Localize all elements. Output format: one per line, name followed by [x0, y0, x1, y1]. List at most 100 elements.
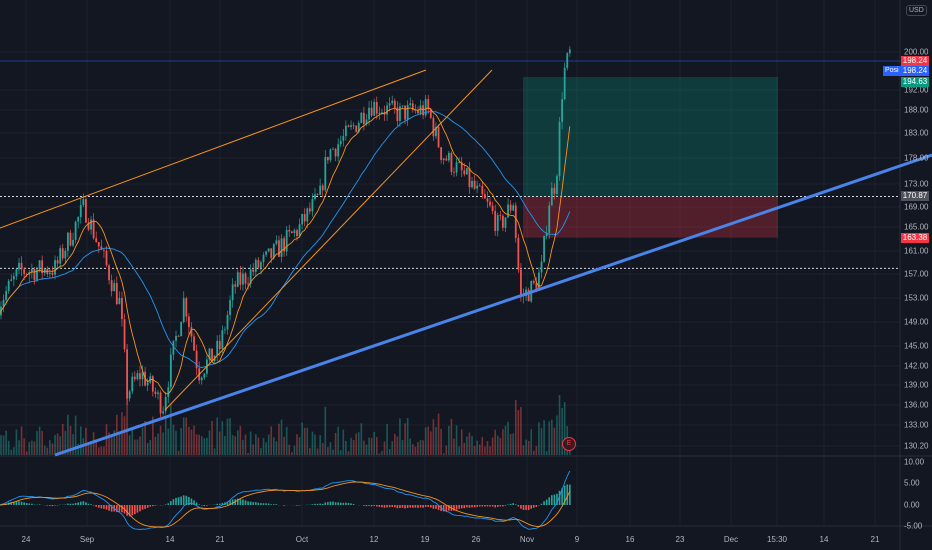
histogram-bar: [177, 497, 180, 505]
volume-bar: [273, 437, 275, 455]
candle-body: [561, 99, 564, 122]
histogram-bar: [391, 505, 394, 507]
candle-body: [203, 373, 206, 378]
volume-bar: [54, 434, 56, 455]
candle-body: [262, 254, 265, 263]
volume-bar: [41, 431, 43, 455]
histogram-bar: [139, 505, 141, 512]
volume-bar: [517, 410, 520, 455]
volume-bar: [103, 446, 105, 455]
histogram-bar: [448, 505, 450, 511]
histogram-bar: [74, 502, 77, 505]
volume-bar: [360, 423, 363, 455]
candle-body: [123, 319, 126, 350]
volume-bar: [118, 433, 121, 455]
volume-bar: [375, 437, 378, 455]
volume-bar: [213, 448, 216, 455]
volume-bar: [311, 431, 314, 455]
histogram-bar: [486, 505, 489, 507]
candle-body: [272, 244, 275, 259]
volume-bar: [437, 413, 440, 455]
histogram-bar: [13, 501, 15, 505]
time-tick-label: 14: [165, 535, 175, 544]
candle-body: [113, 283, 116, 292]
candle-body: [509, 204, 512, 211]
histogram-bar: [126, 505, 128, 516]
candle-body: [177, 335, 180, 337]
volume-bar: [337, 426, 339, 455]
stop-price-badge: 163.38: [901, 233, 929, 243]
histogram-bar: [393, 505, 396, 508]
histogram-bar: [118, 505, 121, 512]
candle-body: [23, 269, 26, 274]
histogram-bar: [339, 502, 342, 505]
histogram-bar: [548, 497, 551, 505]
candle-body: [532, 281, 535, 283]
volume-bar: [134, 439, 136, 455]
volume-bar: [79, 426, 82, 455]
candle-body: [95, 238, 98, 243]
currency-badge[interactable]: USD: [906, 5, 927, 16]
candle-body: [424, 99, 427, 116]
volume-bar: [388, 449, 391, 455]
histogram-bar: [504, 505, 507, 506]
volume-bar: [486, 440, 489, 455]
histogram-bar: [437, 505, 440, 510]
histogram-bar: [283, 505, 285, 506]
macd-line: [0, 470, 571, 530]
candle-body: [311, 199, 314, 212]
histogram-bar: [175, 497, 177, 505]
histogram-bar: [95, 505, 98, 507]
price-tick-label: 133.00: [904, 420, 929, 430]
histogram-bar: [206, 505, 208, 506]
volume-bar: [548, 421, 551, 455]
position-label[interactable]: Posi: [883, 66, 901, 76]
candle-body: [254, 259, 257, 272]
volume-bar: [128, 435, 131, 455]
histogram-bar: [484, 505, 486, 507]
histogram-bar: [499, 505, 502, 507]
candle-body: [267, 248, 270, 252]
candle-body: [321, 185, 324, 191]
candle-body: [229, 300, 231, 315]
position-price-badge: 198.24: [901, 66, 929, 76]
histogram-bar: [502, 505, 504, 507]
volume-bar: [432, 419, 435, 455]
volume-bar: [190, 429, 193, 455]
volume-bar: [520, 407, 522, 455]
volume-bar: [280, 419, 283, 455]
volume-bar: [368, 437, 370, 455]
volume-bar: [316, 448, 319, 455]
histogram-bar: [164, 504, 167, 505]
histogram-bar: [54, 505, 56, 506]
time-tick-label: Dec: [723, 535, 739, 544]
histogram-bar: [424, 505, 427, 507]
histogram-bar: [200, 505, 203, 506]
volume-bar: [460, 429, 463, 455]
price-tick-label: 139.00: [904, 380, 929, 390]
histogram-bar: [458, 505, 460, 509]
candle-body: [141, 371, 144, 380]
candle-body: [236, 272, 239, 287]
histogram-bar: [252, 502, 255, 505]
volume-bar: [25, 451, 28, 455]
candle-body: [556, 176, 558, 194]
candle-body: [339, 140, 342, 145]
candle-body: [378, 112, 381, 114]
histogram-bar: [435, 505, 437, 509]
histogram-bar: [468, 505, 471, 508]
volume-bar: [489, 446, 491, 455]
last-price-badge: 198.24: [901, 56, 929, 66]
price-tick-label: 130.20: [904, 441, 929, 451]
candle-body: [118, 298, 121, 305]
earnings-marker[interactable]: E: [562, 437, 576, 451]
volume-bar: [306, 427, 309, 455]
position-loss-zone: [523, 196, 778, 238]
candle-body: [85, 199, 87, 223]
candle-body: [460, 162, 463, 171]
candle-body: [2, 299, 5, 307]
candle-body: [252, 269, 255, 272]
histogram-bar: [352, 503, 355, 505]
volume-bar: [558, 395, 561, 455]
